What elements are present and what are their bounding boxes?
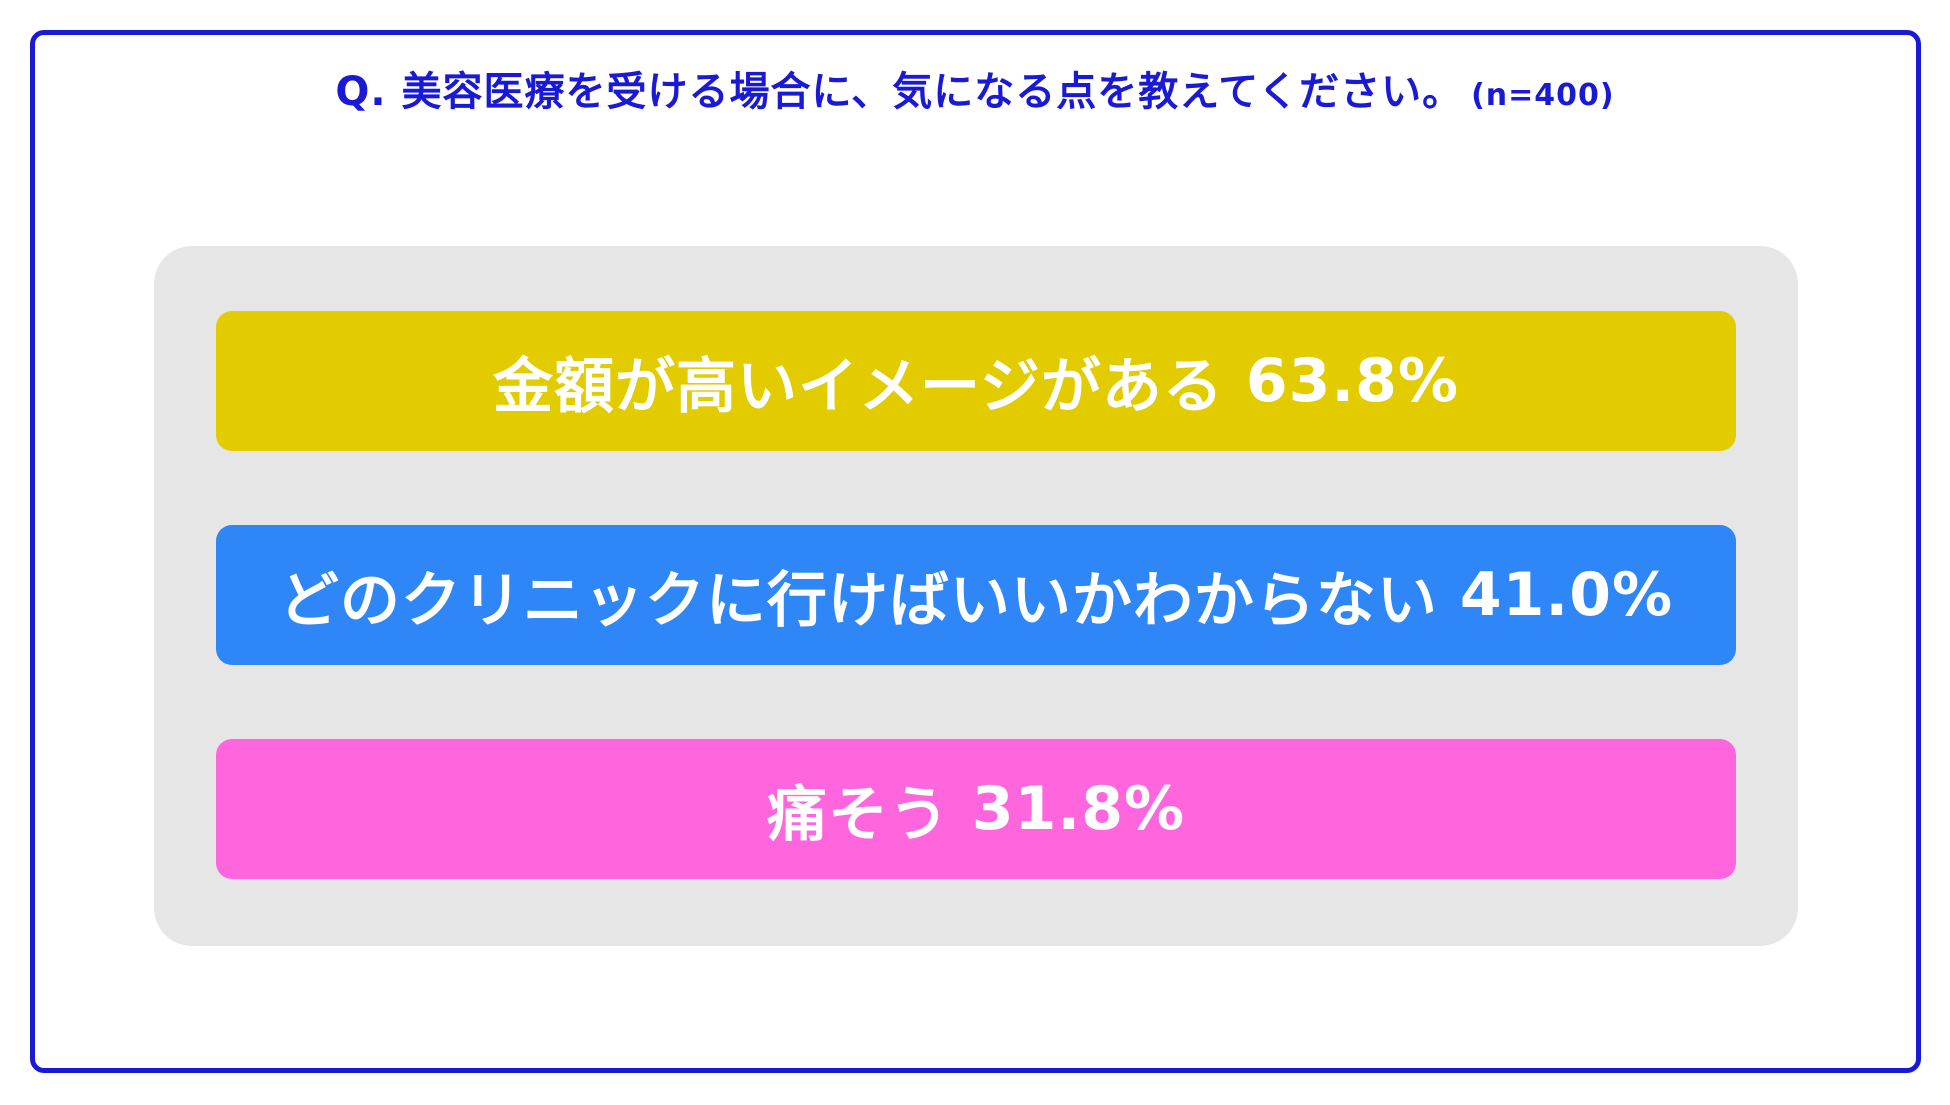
bar-category-label: どのクリニックに行けばいいかわからない: [278, 565, 1438, 636]
bar-value-label: 31.8%: [971, 774, 1186, 844]
bar-item: 痛そう 31.8%: [216, 739, 1736, 879]
bar-category-label: 痛そう: [766, 779, 950, 850]
sample-size-label: (n=400): [1471, 78, 1615, 113]
bar-value-label: 41.0%: [1459, 560, 1674, 630]
bar-category-label: 金額が高いイメージがある: [493, 351, 1224, 422]
bar-item: 金額が高いイメージがある 63.8%: [216, 311, 1736, 451]
chart-title: Q. 美容医療を受ける場合に、気になる点を教えてください。 (n=400): [0, 64, 1950, 124]
title-question: Q. 美容医療を受ける場合に、気になる点を教えてください。: [335, 69, 1464, 115]
bars-panel: 金額が高いイメージがある 63.8% どのクリニックに行けばいいかわからない 41.…: [154, 246, 1798, 946]
bar-value-label: 63.8%: [1245, 346, 1459, 416]
bar-item: どのクリニックに行けばいいかわからない 41.0%: [216, 525, 1736, 665]
